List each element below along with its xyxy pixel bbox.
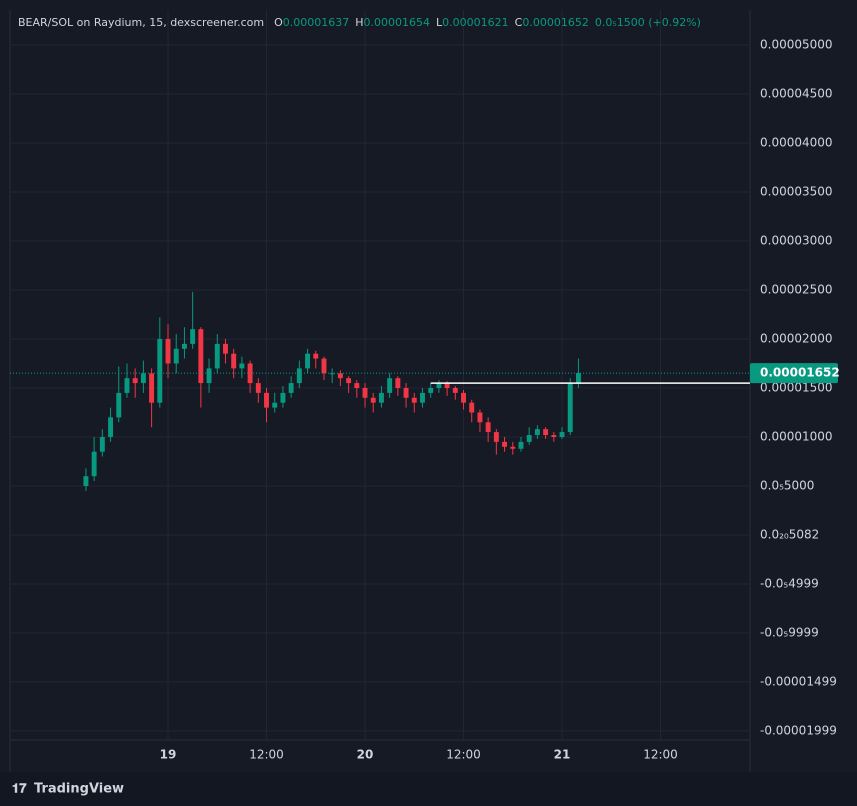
x-tick-label: 21 xyxy=(554,748,571,762)
y-tick-label: -0.0₅9999 xyxy=(760,625,819,639)
candle-body xyxy=(132,378,138,384)
ohlc-key: H xyxy=(355,16,363,29)
candle-body xyxy=(551,435,557,437)
candle-body xyxy=(469,402,475,413)
candle-body xyxy=(526,435,532,442)
candle-body xyxy=(190,329,196,344)
candle-body xyxy=(83,476,89,486)
x-tick-label: 12:00 xyxy=(643,748,678,762)
candle-body xyxy=(567,383,573,433)
candle-body xyxy=(99,436,105,452)
last-price-label: 0.00001652 xyxy=(760,366,840,380)
candle-body xyxy=(477,412,483,423)
candle-body xyxy=(362,387,368,398)
candle-body xyxy=(296,368,302,384)
candle-body xyxy=(493,432,499,442)
candle-body xyxy=(329,373,335,375)
y-tick-label: -0.00001499 xyxy=(760,674,837,688)
candle-body xyxy=(411,397,417,403)
y-tick-label: 0.00003500 xyxy=(760,184,833,198)
candle-body xyxy=(124,378,130,393)
candle-body xyxy=(436,383,442,388)
candle-body xyxy=(165,338,171,364)
header-change: 0.0₅1500 (+0.92%) xyxy=(595,16,701,29)
candle-body xyxy=(428,387,434,393)
y-tick-label: 0.0₅5000 xyxy=(760,478,814,492)
candle-body xyxy=(534,429,540,436)
ohlc-value: 0.00001621 xyxy=(442,16,508,29)
candle-body xyxy=(313,353,319,359)
candle-body xyxy=(157,338,163,403)
x-tick-label: 20 xyxy=(357,748,374,762)
candle-body xyxy=(91,451,97,477)
ohlc-value: 0.00001654 xyxy=(364,16,430,29)
y-tick-label: 0.00005000 xyxy=(760,37,833,51)
candle-body xyxy=(288,383,294,393)
candle-body xyxy=(280,392,286,403)
candle-body xyxy=(370,397,376,403)
candle-body xyxy=(140,373,146,384)
candle-body xyxy=(173,348,179,364)
brand-logo: 𝟏𝟕 xyxy=(12,782,27,797)
ohlc-value: 0.00001652 xyxy=(522,16,588,29)
candle-body xyxy=(559,432,565,437)
candle-body xyxy=(518,441,524,449)
candle-body xyxy=(239,363,245,369)
candle-body xyxy=(420,392,425,403)
candle-body xyxy=(378,392,384,403)
x-tick-label: 12:00 xyxy=(446,748,481,762)
y-tick-label: -0.0₅4999 xyxy=(760,576,819,590)
footer-bar xyxy=(0,772,857,806)
last-price-box xyxy=(750,363,838,384)
candle-body xyxy=(116,392,122,418)
header-title: BEAR/SOL on Raydium, 15, dexscreener.com xyxy=(18,16,264,29)
candle-body xyxy=(543,429,549,436)
candle-body xyxy=(198,329,204,384)
ohlc-key: C xyxy=(515,16,523,29)
candle-body xyxy=(575,373,581,384)
candle-body xyxy=(231,353,237,369)
y-tick-label: -0.00001999 xyxy=(760,723,837,737)
candle-body xyxy=(108,417,114,437)
candle-body xyxy=(510,446,516,449)
candle-body xyxy=(387,378,393,393)
candle-body xyxy=(305,353,311,369)
header: BEAR/SOL on Raydium, 15, dexscreener.com… xyxy=(18,16,701,29)
candle-body xyxy=(337,373,343,379)
ohlc-key: O xyxy=(274,16,283,29)
y-tick-label: 0.00003000 xyxy=(760,233,833,247)
candle-body xyxy=(403,387,409,398)
brand[interactable]: TradingView xyxy=(34,782,124,797)
candle-body xyxy=(502,441,508,447)
candle-body xyxy=(444,383,450,388)
x-tick-label: 12:00 xyxy=(249,748,284,762)
candle-body xyxy=(346,378,352,384)
candle-body xyxy=(321,358,327,374)
candle-body xyxy=(354,383,360,388)
candle-body xyxy=(264,392,269,408)
candle-body xyxy=(206,368,212,384)
y-tick-label: 0.00004500 xyxy=(760,86,833,100)
y-tick-label: 0.0₂₀5082 xyxy=(760,527,819,541)
candle-body xyxy=(395,378,401,388)
candle-body xyxy=(223,343,228,354)
y-tick-label: 0.00001500 xyxy=(760,380,833,394)
candle-body xyxy=(181,343,187,349)
candle-body xyxy=(452,387,458,393)
ohlc-key: L xyxy=(436,16,443,29)
ohlc-value: 0.00001637 xyxy=(283,16,349,29)
y-tick-label: 0.00001000 xyxy=(760,429,833,443)
candle-body xyxy=(149,373,155,403)
x-tick-label: 19 xyxy=(160,748,177,762)
candle-body xyxy=(214,343,220,369)
candle-body xyxy=(255,383,261,393)
y-tick-label: 0.00004000 xyxy=(760,135,833,149)
y-tick-label: 0.00002000 xyxy=(760,331,833,345)
candle-body xyxy=(461,392,466,403)
y-tick-label: 0.00002500 xyxy=(760,282,833,296)
candle-body xyxy=(272,402,278,408)
candle-body xyxy=(485,422,491,433)
